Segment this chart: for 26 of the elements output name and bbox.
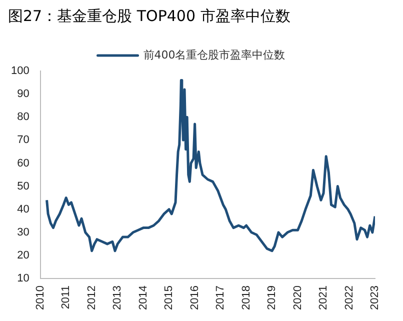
x-tick-label: 2017 [214, 286, 227, 310]
y-tick-label: 80 [17, 111, 30, 124]
y-tick-label: 30 [17, 226, 30, 238]
x-tick-label: 2016 [188, 286, 201, 310]
x-tick-label: 2021 [318, 286, 330, 310]
legend-label: 前400名重仓股市盈率中位数 [143, 48, 286, 62]
y-tick-label: 10 [17, 272, 30, 285]
x-tick-label: 2022 [343, 286, 356, 310]
x-tick-label: 2019 [266, 286, 278, 310]
y-tick-label: 60 [17, 157, 30, 170]
y-tick-label: 20 [17, 250, 30, 262]
x-tick-label: 2020 [292, 286, 304, 310]
y-tick-label: 40 [17, 203, 30, 216]
y-tick-label: 100 [10, 65, 30, 78]
x-tick-label: 2013 [112, 286, 124, 310]
x-tick-label: 2015 [163, 286, 176, 310]
x-tick-label: 2018 [240, 286, 252, 310]
x-tick-label: 2010 [34, 286, 46, 310]
x-tick-label: 2011 [60, 286, 72, 310]
y-tick-label: 70 [17, 134, 30, 146]
x-tick-label: 2014 [137, 286, 150, 310]
chart-title: 图27：基金重仓股 TOP400 市盈率中位数 [8, 6, 290, 25]
y-tick-label: 90 [17, 88, 30, 100]
x-tick-label: 2012 [86, 286, 98, 310]
y-tick-label: 50 [17, 180, 30, 192]
x-tick-label: 2023 [369, 286, 382, 310]
